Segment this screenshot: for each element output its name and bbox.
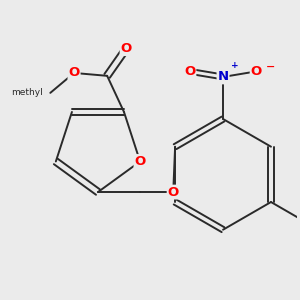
Text: O: O — [250, 65, 262, 78]
Text: O: O — [68, 66, 80, 80]
Text: O: O — [168, 186, 179, 199]
Text: +: + — [231, 61, 239, 70]
Text: O: O — [184, 65, 196, 78]
Text: N: N — [218, 70, 229, 83]
Text: −: − — [266, 62, 275, 72]
Text: methyl: methyl — [11, 88, 43, 98]
Text: O: O — [134, 155, 146, 168]
Text: O: O — [121, 42, 132, 55]
